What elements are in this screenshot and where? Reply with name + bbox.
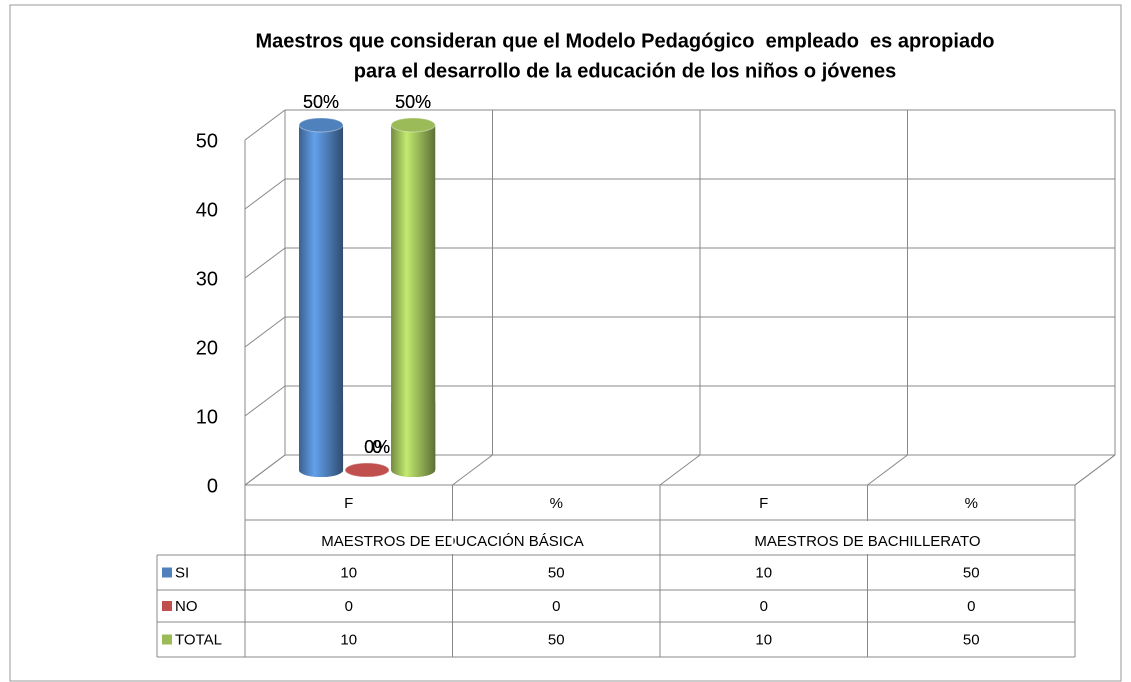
value-label: 0% — [364, 437, 390, 457]
grid-line — [244, 109, 286, 141]
grid-line — [244, 385, 286, 417]
value-label: 0 — [372, 437, 382, 457]
value-label: 50% — [303, 92, 339, 112]
floor-line — [1074, 454, 1116, 486]
bar — [391, 125, 436, 478]
table-cell: 10 — [340, 564, 357, 581]
table-cell: 0 — [760, 598, 768, 615]
y-tick-label: 20 — [196, 337, 218, 359]
bar-top — [298, 117, 344, 133]
value-label: 0% — [364, 437, 390, 457]
chart-title: para el desarrollo de la educación de lo… — [354, 60, 896, 82]
y-tick-label: 50 — [196, 130, 218, 152]
floor-line — [659, 454, 701, 486]
y-tick-label: 0 — [207, 475, 218, 497]
x-tick-label: F — [344, 495, 353, 512]
legend-label: TOTAL — [175, 631, 222, 648]
grid-line — [244, 247, 286, 279]
y-tick-label: 10 — [196, 406, 218, 428]
x-tick-label: F — [759, 495, 768, 512]
bar-top — [344, 462, 390, 478]
table-cell: 50 — [548, 631, 565, 648]
table-cell: 10 — [755, 564, 772, 581]
floor-line — [867, 454, 908, 486]
value-label: 50% — [395, 92, 431, 112]
table-cell: 10 — [340, 631, 357, 648]
table-cell: 50 — [963, 631, 980, 648]
table-cell: 0 — [552, 598, 560, 615]
bar-top — [390, 117, 436, 133]
floor-line — [452, 454, 493, 486]
legend-swatch — [162, 601, 172, 611]
chart-title: Maestros que consideran que el Modelo Pe… — [255, 30, 994, 52]
value-label: 0 — [372, 437, 382, 457]
grid-line — [244, 178, 286, 210]
table-cell: 50 — [548, 564, 565, 581]
y-tick-label: 30 — [196, 268, 218, 290]
legend-swatch — [162, 567, 172, 578]
bar — [299, 125, 344, 478]
chart-frame — [9, 4, 1122, 682]
legend-label: NO — [175, 598, 198, 615]
legend-swatch — [162, 634, 172, 645]
table-cell: 10 — [755, 631, 772, 648]
y-tick-label: 40 — [196, 199, 218, 221]
grid-line — [244, 454, 286, 486]
table-cell: 0 — [345, 598, 353, 615]
value-label: 50% — [395, 92, 431, 112]
x-tick-label: % — [965, 495, 978, 512]
table-cell: 0 — [967, 598, 975, 615]
value-label: 50% — [303, 92, 339, 112]
x-tick-label: % — [550, 495, 563, 512]
grid-line — [244, 316, 286, 348]
table-cell: 50 — [963, 564, 980, 581]
legend-label: SI — [175, 564, 189, 581]
